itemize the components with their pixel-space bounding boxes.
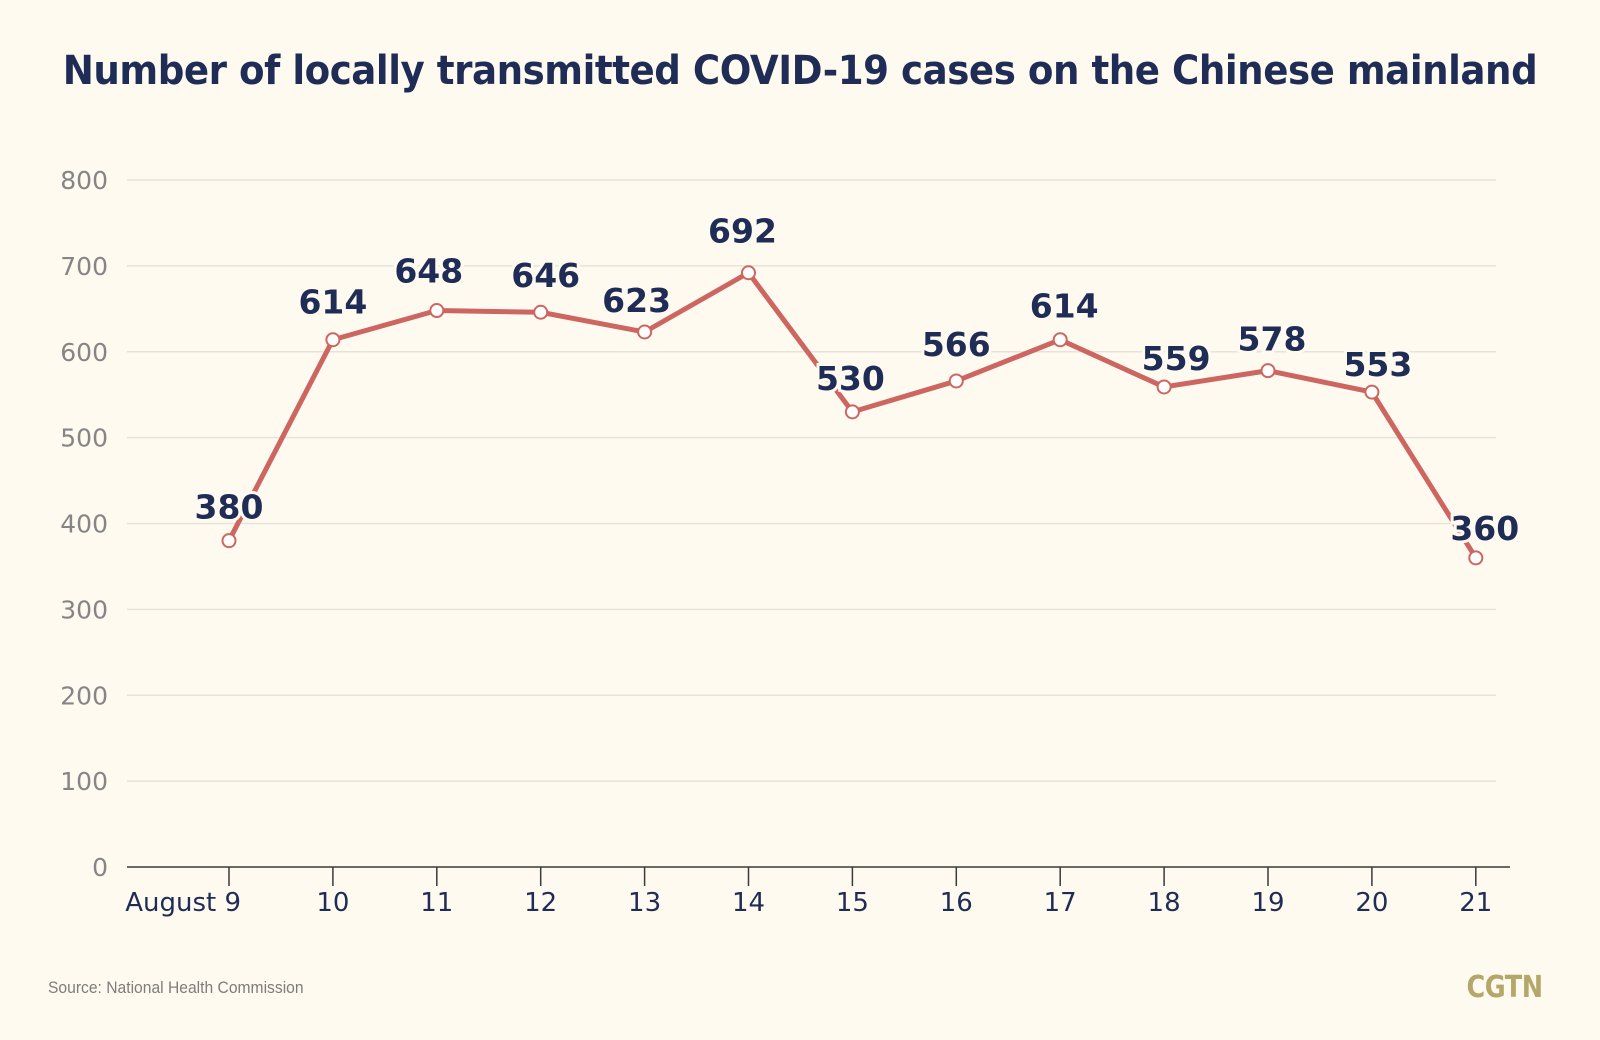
data-point-12 bbox=[1468, 550, 1484, 566]
data-point-6 bbox=[844, 404, 860, 420]
y-tick-label-200: 200 bbox=[60, 681, 108, 710]
data-point-markers bbox=[221, 265, 1484, 566]
x-tick-label-0: August 9 bbox=[125, 888, 241, 918]
y-tick-label-400: 400 bbox=[60, 510, 108, 539]
x-tick-label-10: 19 bbox=[1251, 888, 1284, 918]
data-point-9 bbox=[1156, 379, 1172, 395]
data-label-10: 578 bbox=[1238, 320, 1307, 359]
data-label-12: 360 bbox=[1450, 509, 1519, 548]
data-point-7 bbox=[948, 373, 964, 389]
data-point-8 bbox=[1052, 332, 1068, 348]
y-tick-label-500: 500 bbox=[60, 424, 108, 453]
x-tick-label-12: 21 bbox=[1459, 888, 1492, 918]
data-label-7: 566 bbox=[922, 325, 991, 364]
data-point-11 bbox=[1364, 384, 1380, 400]
chart-title: Number of locally transmitted COVID-19 c… bbox=[62, 48, 1538, 94]
x-tick-label-11: 20 bbox=[1355, 888, 1388, 918]
data-labels: 380 614 648 646 623 692 530 566 614 559 578 553 360 bbox=[192, 209, 1523, 551]
x-tick-label-6: 15 bbox=[836, 888, 869, 918]
y-axis-tick-labels: 0 100 200 300 400 500 600 700 800 bbox=[60, 166, 108, 882]
cgtn-logo: CGTN bbox=[1466, 970, 1544, 1005]
data-label-5: 692 bbox=[708, 212, 777, 251]
data-label-11: 553 bbox=[1343, 345, 1412, 384]
data-label-4: 623 bbox=[602, 281, 671, 320]
data-point-2 bbox=[429, 303, 445, 319]
data-point-5 bbox=[741, 265, 756, 281]
y-tick-label-700: 700 bbox=[60, 252, 108, 281]
x-tick-label-3: 12 bbox=[524, 888, 557, 918]
x-tick-label-4: 13 bbox=[628, 888, 661, 918]
x-axis-tick-labels: August 9 10 11 12 13 14 15 16 17 18 19 20 21 bbox=[125, 888, 1492, 918]
y-tick-label-800: 800 bbox=[60, 166, 108, 195]
data-label-9: 559 bbox=[1142, 339, 1211, 378]
data-point-0 bbox=[221, 533, 237, 549]
x-axis bbox=[127, 866, 1510, 886]
x-tick-label-5: 14 bbox=[732, 888, 765, 918]
data-label-6: 530 bbox=[816, 359, 885, 398]
x-tick-label-2: 11 bbox=[420, 888, 453, 918]
data-label-3: 646 bbox=[511, 256, 580, 295]
y-tick-label-600: 600 bbox=[60, 338, 108, 367]
y-tick-label-0: 0 bbox=[92, 853, 108, 882]
data-point-3 bbox=[533, 304, 549, 320]
source-note: Source: National Health Commission bbox=[48, 978, 304, 997]
data-label-2: 648 bbox=[394, 252, 463, 291]
gridlines bbox=[127, 179, 1496, 782]
data-label-8: 614 bbox=[1030, 287, 1099, 326]
data-point-10 bbox=[1260, 363, 1276, 379]
x-tick-label-8: 17 bbox=[1044, 888, 1077, 918]
x-tick-label-7: 16 bbox=[940, 888, 973, 918]
x-tick-label-9: 18 bbox=[1148, 888, 1181, 918]
data-label-1: 614 bbox=[298, 283, 367, 322]
data-point-1 bbox=[325, 332, 341, 348]
y-tick-label-300: 300 bbox=[60, 595, 108, 624]
x-tick-label-1: 10 bbox=[316, 888, 349, 918]
y-tick-label-100: 100 bbox=[60, 767, 108, 796]
data-point-4 bbox=[637, 324, 653, 340]
data-label-0: 380 bbox=[195, 488, 264, 527]
